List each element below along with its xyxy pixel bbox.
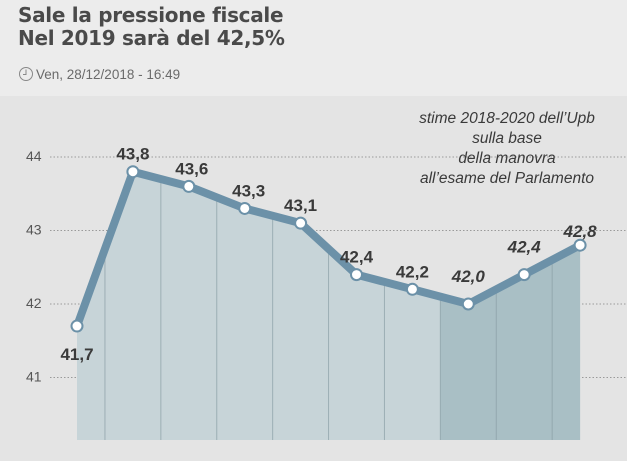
forecast-area [440,245,581,440]
data-label: 43,8 [116,145,149,164]
data-point [126,165,140,179]
data-label: 43,3 [232,181,265,200]
data-point [461,297,475,311]
annotation-line: della manovra [458,150,556,167]
data-point [294,216,308,230]
data-point [573,238,587,252]
y-tick-label: 42 [26,295,42,311]
data-point [517,268,531,282]
data-label: 42,0 [451,267,486,286]
data-point [182,179,196,193]
clock-icon [19,67,33,81]
page-title: Sale la pressione fiscale Nel 2019 sarà … [18,4,285,50]
series-line [73,167,582,328]
data-label: 42,2 [396,262,429,281]
y-tick-label: 41 [26,369,42,385]
data-label: 43,6 [175,159,208,178]
data-label: 42,8 [563,222,598,241]
data-point [350,268,363,282]
title-line-2: Nel 2019 sarà del 42,5% [18,26,285,50]
date-line: Ven, 28/12/2018 - 16:49 [18,66,180,82]
data-point [238,201,252,215]
annotation-line: stime 2018-2020 dell’Upb [419,110,595,127]
y-tick-label: 43 [26,222,42,238]
timestamp: Ven, 28/12/2018 - 16:49 [36,66,181,82]
data-label: 43,1 [284,196,317,215]
y-tick-label: 40 [26,442,42,458]
data-label: 42,4 [507,238,542,257]
data-point [405,282,419,296]
data-label: 41,7 [60,345,93,364]
data-point [70,319,84,333]
annotation-line: sulla base [472,130,542,147]
data-label: 42,4 [340,248,374,267]
title-line-1: Sale la pressione fiscale [18,3,284,27]
annotation-line: all’esame del Parlamento [420,170,594,187]
y-tick-label: 44 [26,148,42,164]
